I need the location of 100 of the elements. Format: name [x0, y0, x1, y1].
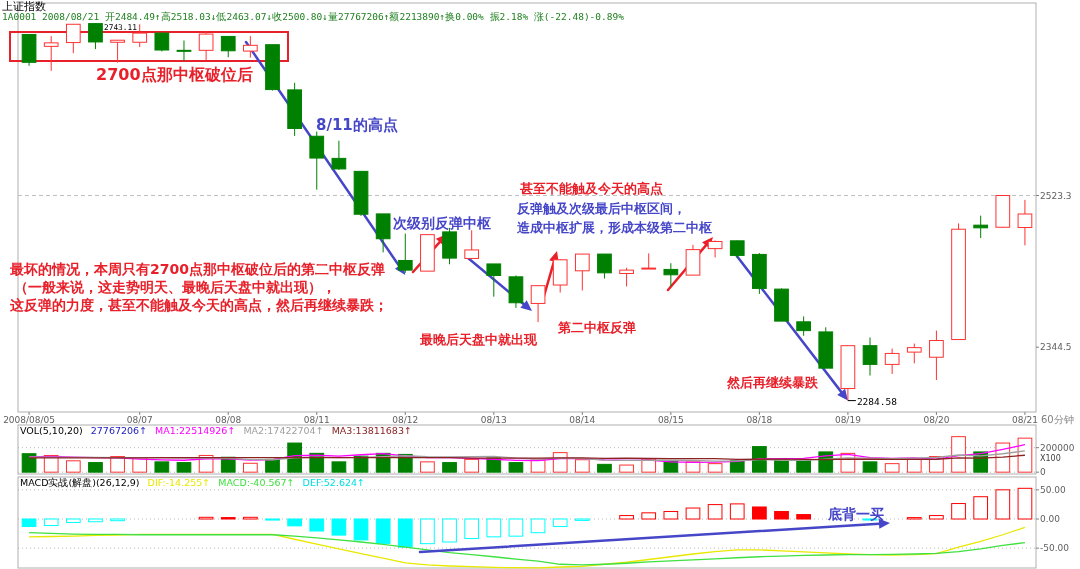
y-tick-label: 2344.5	[1040, 342, 1072, 353]
bar	[752, 446, 767, 473]
bar	[729, 503, 745, 520]
bar	[309, 518, 325, 532]
bar	[1017, 437, 1033, 473]
text: MACD:-40.567↑	[218, 477, 295, 488]
bar	[929, 515, 944, 520]
candlestick	[88, 22, 103, 50]
bar	[43, 518, 59, 527]
bar	[375, 518, 391, 544]
candlestick	[884, 348, 900, 375]
candlestick	[309, 130, 325, 191]
text: 1A0001 2008/08/21 开2484.49↑高2518.03↓低2463.07↓收2500.80↓量27767206↑额2213890↑换0.00% 振2.18% 涨(-22.48)-0.89%	[2, 11, 625, 22]
annotation: 甚至不能触及今天的高点	[519, 181, 663, 196]
line-series	[28, 532, 1026, 566]
bar	[154, 461, 170, 473]
bar	[508, 462, 524, 473]
candlestick	[1017, 199, 1033, 246]
x-tick-label: 08/19	[834, 415, 862, 425]
chart-title: 上证指数	[2, 0, 46, 12]
bar	[530, 518, 546, 534]
candlestick	[906, 343, 922, 364]
bar	[552, 518, 568, 528]
text: MA3:13811683↑	[331, 425, 412, 436]
bar	[995, 489, 1011, 520]
candlestick	[43, 35, 59, 72]
bar	[21, 453, 37, 473]
bar	[1017, 487, 1033, 520]
text: MA1:22514926↑	[155, 425, 236, 436]
annotation: 这反弹的力度，甚至不能触及今天的高点，然后再继续暴跌；	[9, 297, 388, 313]
bar	[619, 464, 634, 473]
bar	[88, 518, 103, 523]
y-tick-label: 0	[1040, 467, 1046, 478]
bar	[65, 460, 81, 473]
candlestick	[110, 39, 125, 64]
bar	[331, 518, 347, 536]
bar	[397, 518, 413, 548]
bar	[464, 518, 480, 540]
x-tick-label: 08/20	[923, 415, 950, 425]
candlestick	[243, 35, 258, 59]
annotation: 然后再继续暴跌	[726, 375, 819, 390]
bar	[906, 458, 922, 473]
annotation: 第二中枢反弹	[557, 320, 636, 335]
x-tick-label: 08/12	[392, 415, 419, 425]
candlestick	[619, 267, 634, 287]
x-tick-label: 08/21	[1011, 415, 1038, 425]
candlestick	[574, 253, 590, 291]
bar	[707, 463, 723, 473]
bar	[442, 518, 457, 543]
annotation: 27767206↑	[90, 425, 148, 436]
bar	[287, 518, 302, 527]
bar	[21, 518, 37, 528]
annotation: 8/11的高点	[316, 116, 398, 134]
y-tick-label: 50.00	[1040, 484, 1067, 495]
bar	[530, 459, 546, 473]
bar	[729, 460, 745, 473]
annotation: 次级别反弹中枢	[393, 215, 491, 231]
bar	[619, 515, 634, 520]
x-tick-label: 08/07	[126, 415, 153, 425]
bar	[331, 461, 347, 473]
bar	[442, 462, 457, 473]
x-tick-label: 08/13	[480, 415, 507, 425]
y-tick-label: 2523.3	[1040, 190, 1072, 201]
bar	[88, 462, 103, 473]
candlestick	[929, 330, 944, 381]
y-tick-label: -50.00	[1040, 543, 1070, 554]
bar	[884, 463, 900, 473]
candlestick	[796, 315, 811, 337]
annotation: 造成中枢扩展，形成本级第二中枢	[516, 220, 712, 235]
bar	[796, 460, 811, 473]
text: X100	[1040, 454, 1061, 463]
bar	[663, 510, 679, 520]
bar	[597, 463, 612, 473]
bar	[176, 462, 192, 473]
bar	[353, 455, 369, 473]
candlestick	[65, 23, 81, 54]
candlestick	[198, 30, 214, 61]
bar	[486, 518, 502, 538]
bar	[951, 503, 966, 520]
bar	[641, 458, 657, 473]
text: DEF:52.624↑	[302, 477, 366, 488]
candlestick	[331, 140, 347, 171]
x-tick-label: 08/14	[569, 415, 596, 425]
candlestick	[641, 252, 657, 270]
bar	[65, 518, 81, 523]
candlestick	[464, 229, 480, 259]
bar	[353, 518, 369, 541]
candlestick	[486, 263, 502, 298]
x-tick-label: 08/08	[215, 415, 242, 425]
bar	[685, 461, 701, 473]
candlestick	[220, 35, 236, 58]
bar	[796, 514, 811, 520]
bar	[641, 512, 657, 520]
bar	[508, 518, 524, 537]
bar	[774, 510, 789, 520]
bar	[464, 458, 480, 473]
bar	[862, 461, 878, 473]
annotation: 2700点那中枢破位后	[96, 65, 253, 84]
x-tick-label: 08/18	[746, 415, 773, 425]
y-tick-label: 200000	[1040, 442, 1075, 453]
